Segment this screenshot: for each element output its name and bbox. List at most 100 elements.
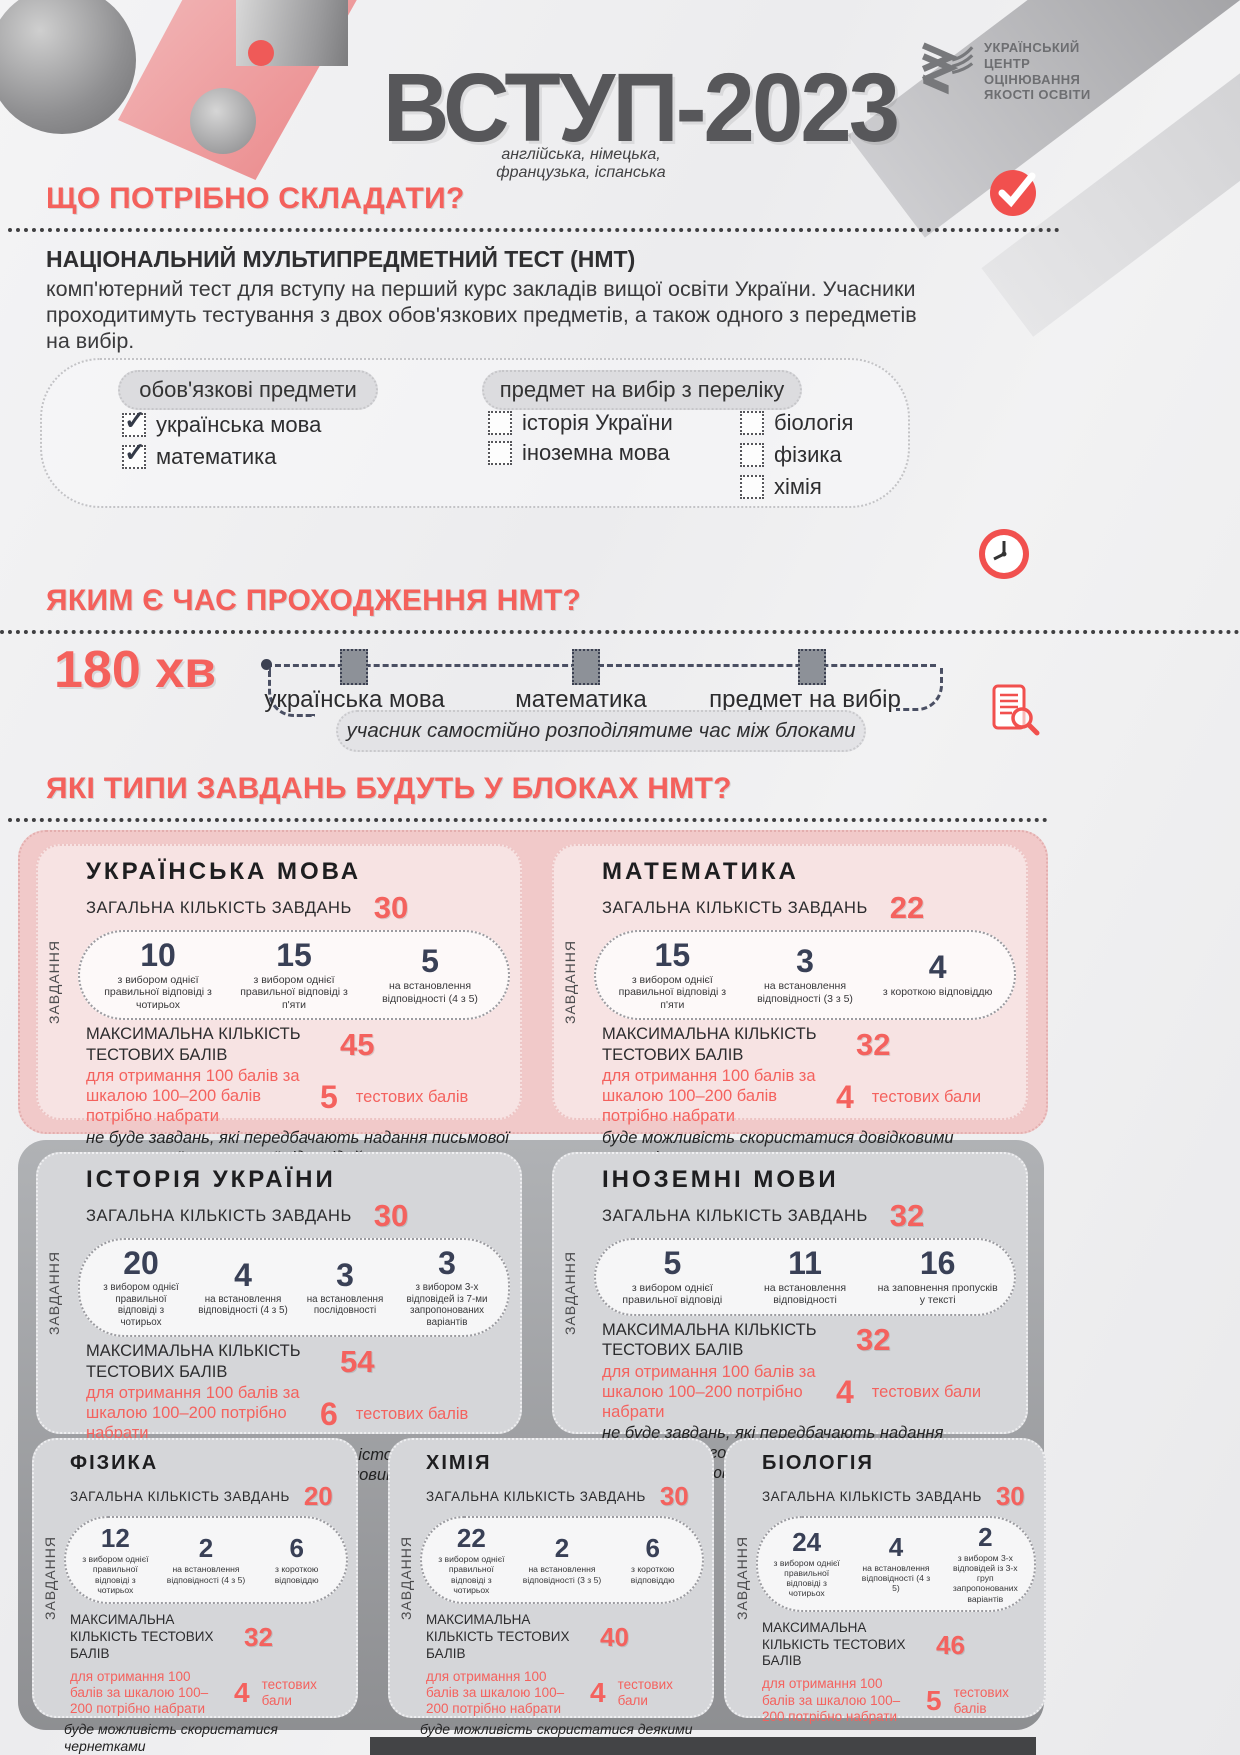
timeline-note: учасник самостійно розподілятиме час між… (336, 710, 866, 752)
timeline-start-dot (261, 659, 272, 670)
tasks-vertical-label: ЗАВДАННЯ (398, 1536, 414, 1620)
test-description: комп'ютерний тест для вступу на перший к… (46, 277, 917, 354)
dotted-divider (8, 818, 1048, 822)
dotted-divider (0, 630, 1240, 634)
task-desc: на встановлення відповідності (4 з 5) (861, 1563, 931, 1594)
task-count: 12 (100, 1523, 130, 1554)
task-count: 2 (978, 1522, 993, 1552)
timeline-label-optional: предмет на вибір (709, 686, 901, 713)
max-score-label: МАКСИМАЛЬНА КІЛЬКІСТЬ ТЕСТОВИХ БАЛІВ (86, 1025, 301, 1064)
total-tasks-label: ЗАГАЛЬНА КІЛЬКІСТЬ ЗАВДАНЬ (762, 1489, 982, 1504)
task-count: 20 (123, 1245, 159, 1281)
task-desc: з вибором однієї правильної відповіді з … (104, 974, 212, 1011)
subject-label: українська мова (156, 412, 322, 437)
pass-unit: тестових балів (953, 1685, 1009, 1716)
task-types-pill: 22 з вибором однієї правильної відповіді … (420, 1516, 704, 1604)
pass-unit: тестових балів (355, 1404, 469, 1423)
checkmark-icon (988, 166, 1040, 218)
max-score-value: 32 (244, 1621, 273, 1652)
checkbox-icon[interactable] (488, 411, 512, 435)
logo-line: ЦЕНТР (984, 55, 1031, 71)
card-history: ЗАВДАННЯ ІСТОРІЯ УКРАЇНИ ЗАГАЛЬНА КІЛЬКІ… (36, 1152, 522, 1503)
card-chemistry: ЗАВДАННЯ ХІМІЯ ЗАГАЛЬНА КІЛЬКІСТЬ ЗАВДАН… (388, 1438, 714, 1754)
pass-value: 4 (836, 1078, 854, 1115)
subject-label: хімія (774, 474, 822, 499)
checkbox-icon[interactable] (740, 411, 764, 435)
pass-value: 5 (926, 1684, 942, 1716)
photo-students (0, 0, 136, 134)
decor-red-dot (248, 40, 274, 66)
subject-chemistry: хімія (740, 474, 822, 500)
task-count: 10 (140, 937, 176, 973)
tasks-vertical-label: ЗАВДАННЯ (46, 940, 62, 1024)
timeline-block-marker (798, 649, 826, 685)
document-magnifier-icon (988, 684, 1040, 736)
task-type: 16 на заповнення пропусків у тексті (871, 1247, 1004, 1307)
total-tasks-value: 30 (373, 890, 409, 925)
task-type: 5 на встановлення відповідності (4 з 5) (362, 945, 498, 1005)
task-count: 6 (289, 1533, 304, 1564)
pass-text: для отримання 100 балів за шкалою 100–20… (86, 1384, 300, 1443)
task-types-pill: 10 з вибором однієї правильної відповіді … (78, 930, 510, 1021)
checkbox-checked-icon[interactable] (122, 405, 146, 437)
total-tasks-label: ЗАГАЛЬНА КІЛЬКІСТЬ ЗАВДАНЬ (426, 1489, 646, 1504)
subject-foreign-language: іноземна мова (488, 440, 670, 466)
max-score-value: 45 (340, 1026, 375, 1062)
task-count: 3 (336, 1256, 354, 1293)
pass-text: для отримання 100 балів за шкалою 100–20… (602, 1067, 816, 1125)
task-desc: з вибором 3-х відповідей із 3-х груп зап… (952, 1553, 1018, 1604)
card-title: БІОЛОГІЯ (762, 1452, 874, 1474)
photo-student (190, 88, 256, 154)
task-types-pill: 15 з вибором однієї правильної відповіді … (594, 930, 1016, 1021)
timeline-label-ukrainian: українська мова (264, 686, 445, 713)
total-tasks-label: ЗАГАЛЬНА КІЛЬКІСТЬ ЗАВДАНЬ (86, 1206, 352, 1225)
task-type: 4 на встановлення відповідності (4 з 5) (851, 1534, 940, 1593)
card-ukrainian-language: ЗАВДАННЯ УКРАЇНСЬКА МОВА ЗАГАЛЬНА КІЛЬКІ… (36, 844, 522, 1167)
task-desc: на встановлення відповідності (4 з 5) (382, 980, 478, 1005)
task-type: 3 на встановлення послідовності (294, 1259, 396, 1317)
max-score-value: 46 (936, 1629, 965, 1660)
task-desc: на встановлення послідовності (306, 1293, 384, 1317)
timeline-label-math: математика (515, 686, 647, 713)
subject-label: історія України (522, 410, 673, 435)
logo-text: УКРАЇНСЬКИЙ ЦЕНТР ОЦІНЮВАННЯ ЯКОСТІ ОСВІ… (984, 40, 1091, 102)
task-count: 2 (554, 1533, 570, 1564)
total-tasks-value: 30 (659, 1481, 689, 1511)
checkbox-checked-icon[interactable] (122, 437, 146, 469)
subject-history: історія України (488, 410, 673, 436)
task-count: 4 (928, 949, 947, 986)
max-score-label: МАКСИМАЛЬНА КІЛЬКІСТЬ ТЕСТОВИХ БАЛІВ (426, 1612, 570, 1661)
checkbox-icon[interactable] (740, 443, 764, 467)
task-count: 3 (438, 1245, 456, 1281)
task-count: 4 (234, 1256, 252, 1293)
task-count: 2 (198, 1533, 214, 1564)
task-count: 22 (456, 1523, 486, 1554)
task-desc: з вибором однієї правильної відповіді з … (618, 974, 727, 1011)
task-type: 15 з вибором однієї правильної відповіді … (606, 939, 739, 1011)
task-desc: на встановлення відповідності (4 з 5) (198, 1293, 288, 1317)
total-tasks-value: 30 (995, 1481, 1025, 1511)
logo-line: ОЦІНЮВАННЯ (984, 71, 1081, 87)
subject-label: біологія (774, 410, 854, 435)
timeline-connector-right (896, 668, 943, 711)
subject-math: математика (122, 437, 277, 470)
task-types-pill: 24 з вибором однієї правильної відповіді … (756, 1516, 1036, 1612)
checkbox-icon[interactable] (740, 475, 764, 499)
test-name: НАЦІОНАЛЬНИЙ МУЛЬТИПРЕДМЕТНИЙ ТЕСТ (НМТ) (46, 246, 636, 272)
uzoyo-logo: УКРАЇНСЬКИЙ ЦЕНТР ОЦІНЮВАННЯ ЯКОСТІ ОСВІ… (916, 40, 1091, 103)
task-type: 11 на встановлення відповідності (739, 1247, 872, 1307)
card-title: УКРАЇНСЬКА МОВА (86, 858, 362, 885)
total-tasks-label: ЗАГАЛЬНА КІЛЬКІСТЬ ЗАВДАНЬ (70, 1489, 290, 1504)
pass-text: для отримання 100 балів за шкалою 100–20… (426, 1668, 565, 1716)
card-foreign-languages: ЗАВДАННЯ ІНОЗЕМНІ МОВИ ЗАГАЛЬНА КІЛЬКІСТ… (552, 1152, 1028, 1482)
checkbox-icon[interactable] (488, 441, 512, 465)
subject-label: фізика (774, 442, 842, 467)
task-type: 22 з вибором однієї правильної відповіді … (426, 1525, 517, 1595)
page-title: ВСТУП-2023 (382, 53, 900, 162)
task-type: 2 на встановлення відповідності (4 з 5) (161, 1535, 252, 1584)
task-desc: на встановлення відповідності (763, 1282, 847, 1307)
